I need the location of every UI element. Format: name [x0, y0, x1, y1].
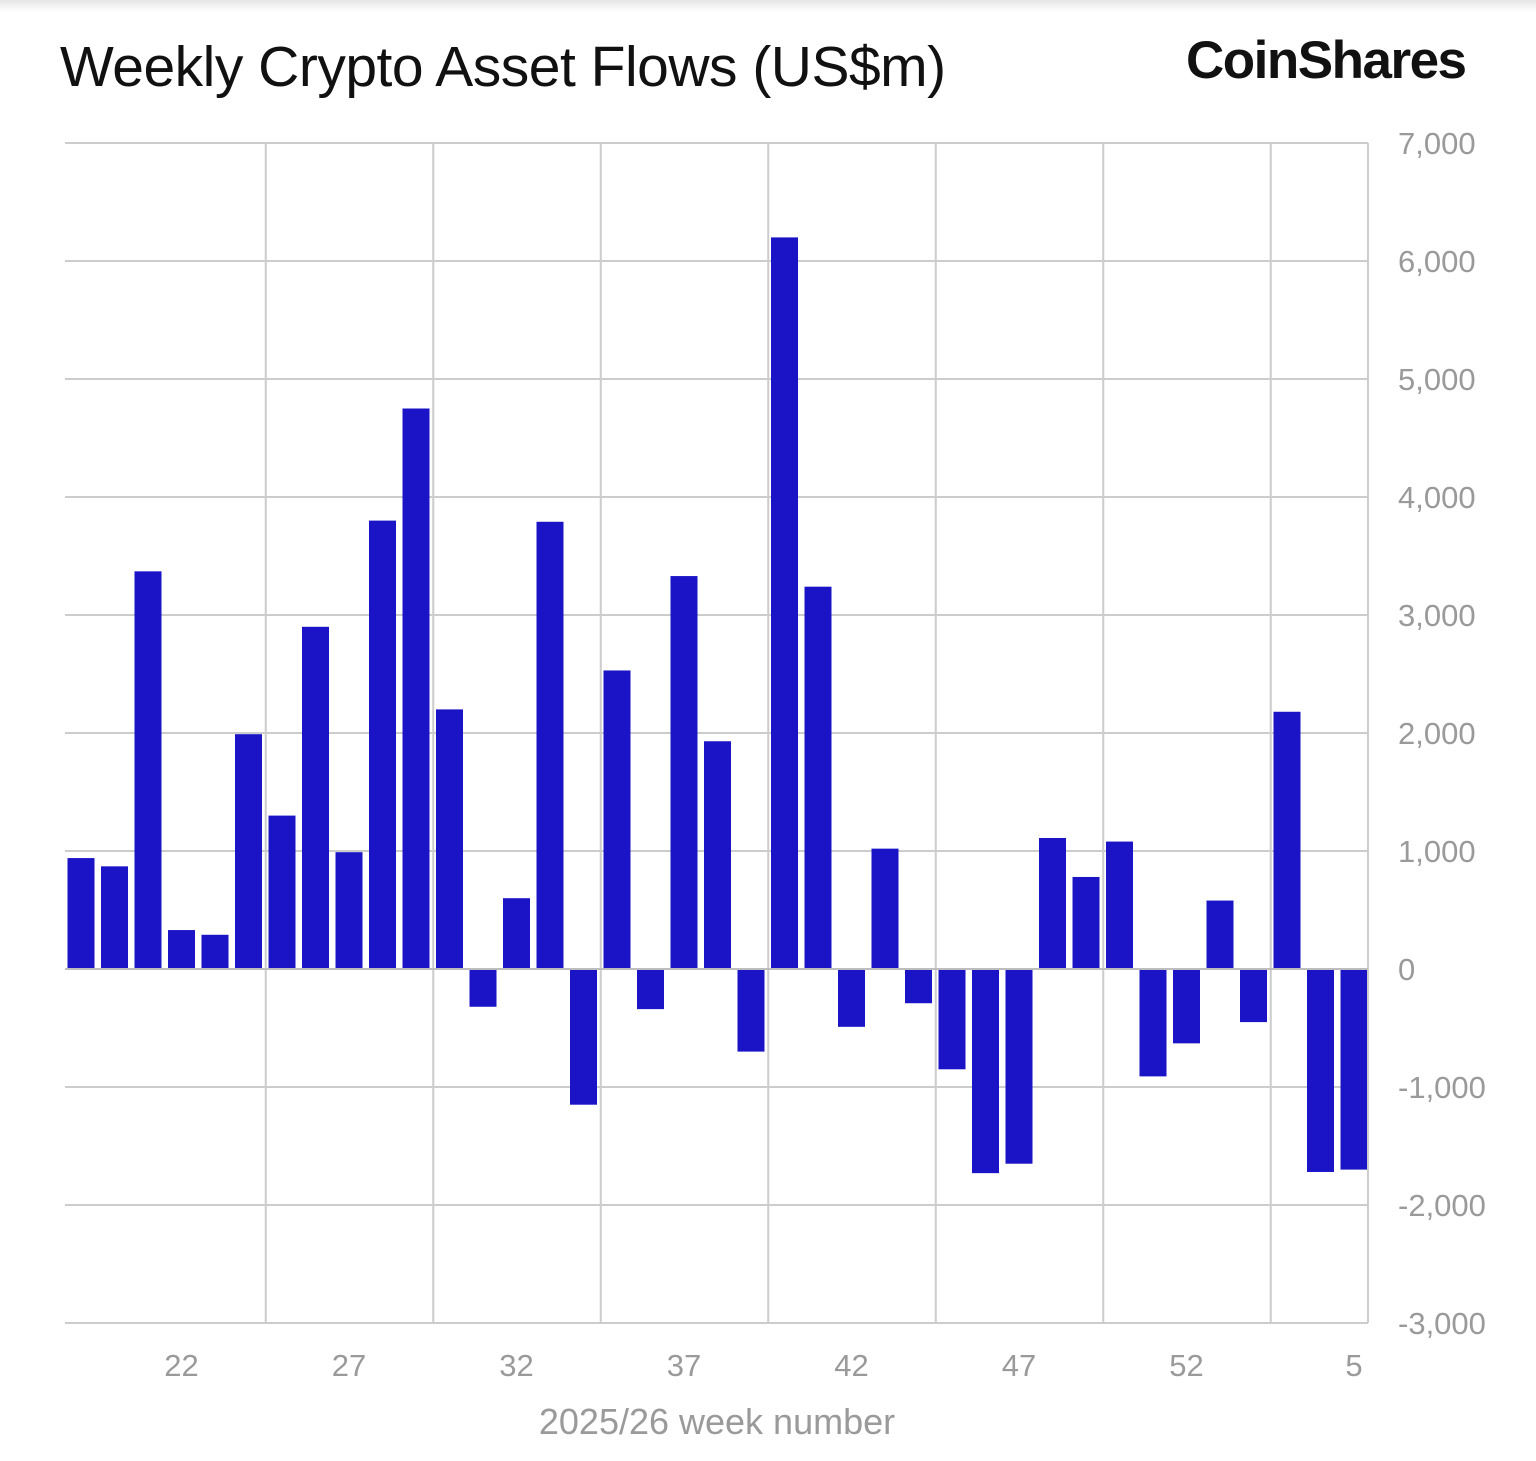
bar: [771, 237, 798, 969]
bar: [235, 734, 262, 969]
y-tick-label: 6,000: [1398, 244, 1476, 279]
x-tick-labels: 22 27 32 37 42 47 52 5: [164, 1348, 1362, 1383]
bar: [335, 852, 363, 969]
bar: [603, 670, 631, 969]
bar: [670, 576, 698, 969]
x-tick-label: 32: [499, 1348, 533, 1383]
bar: [101, 866, 128, 969]
y-tick-label: 2,000: [1398, 716, 1476, 751]
bar: [1106, 841, 1133, 969]
bar: [503, 898, 530, 969]
bar: [804, 586, 832, 969]
y-tick-label: 1,000: [1398, 834, 1476, 869]
bar: [134, 571, 162, 969]
x-tick-label: 5: [1345, 1348, 1362, 1383]
x-tick-label: 47: [1002, 1348, 1036, 1383]
y-tick-label: 5,000: [1398, 362, 1476, 397]
bar: [1072, 876, 1100, 969]
x-tick-label: 37: [667, 1348, 701, 1383]
y-tick-label: -1,000: [1398, 1070, 1486, 1105]
bar: [905, 969, 932, 1004]
x-tick-label: 42: [834, 1348, 868, 1383]
coinshares-logo: CoinShares: [1186, 31, 1467, 90]
bar: [704, 741, 731, 969]
bar: [436, 709, 463, 969]
x-tick-label: 22: [164, 1348, 198, 1383]
bar: [201, 934, 229, 969]
bar: [1206, 900, 1234, 969]
y-tick-label: 0: [1398, 952, 1415, 987]
y-tick-labels: 7,000 6,000 5,000 4,000 3,000 2,000 1,000 0 -1,0…: [1398, 126, 1486, 1341]
bar: [67, 858, 95, 969]
bar: [1307, 969, 1334, 1172]
x-tick-label: 27: [332, 1348, 366, 1383]
y-tick-label: -3,000: [1398, 1306, 1486, 1341]
bar: [536, 521, 564, 969]
bar: [1173, 969, 1200, 1044]
y-tick-label: 7,000: [1398, 126, 1476, 161]
bar: [1005, 969, 1033, 1164]
top-shade: [0, 0, 1536, 12]
bar: [737, 969, 765, 1052]
bar: [938, 969, 966, 1070]
chart-title: Weekly Crypto Asset Flows (US$m): [60, 35, 946, 99]
x-tick-label: 52: [1169, 1348, 1203, 1383]
bar: [469, 969, 497, 1007]
bar: [1139, 969, 1167, 1077]
y-tick-label: 4,000: [1398, 480, 1476, 515]
y-tick-label: -2,000: [1398, 1188, 1486, 1223]
x-axis-title: 2025/26 week number: [539, 1401, 895, 1442]
bar: [637, 969, 664, 1010]
bar: [1273, 711, 1301, 969]
bar: [268, 815, 296, 969]
bars: [67, 237, 1368, 1174]
bar: [871, 848, 899, 969]
y-tick-label: 3,000: [1398, 598, 1476, 633]
bar: [570, 969, 597, 1105]
bar: [168, 930, 195, 969]
grid-lines: [65, 142, 1368, 1324]
bar: [1240, 969, 1267, 1023]
bar: [972, 969, 999, 1174]
bar: [302, 626, 329, 969]
bar: [1039, 838, 1066, 969]
bar: [402, 408, 430, 969]
axes: [65, 143, 1369, 1323]
bar: [838, 969, 865, 1027]
bar: [369, 520, 396, 969]
bar: [1340, 969, 1368, 1170]
